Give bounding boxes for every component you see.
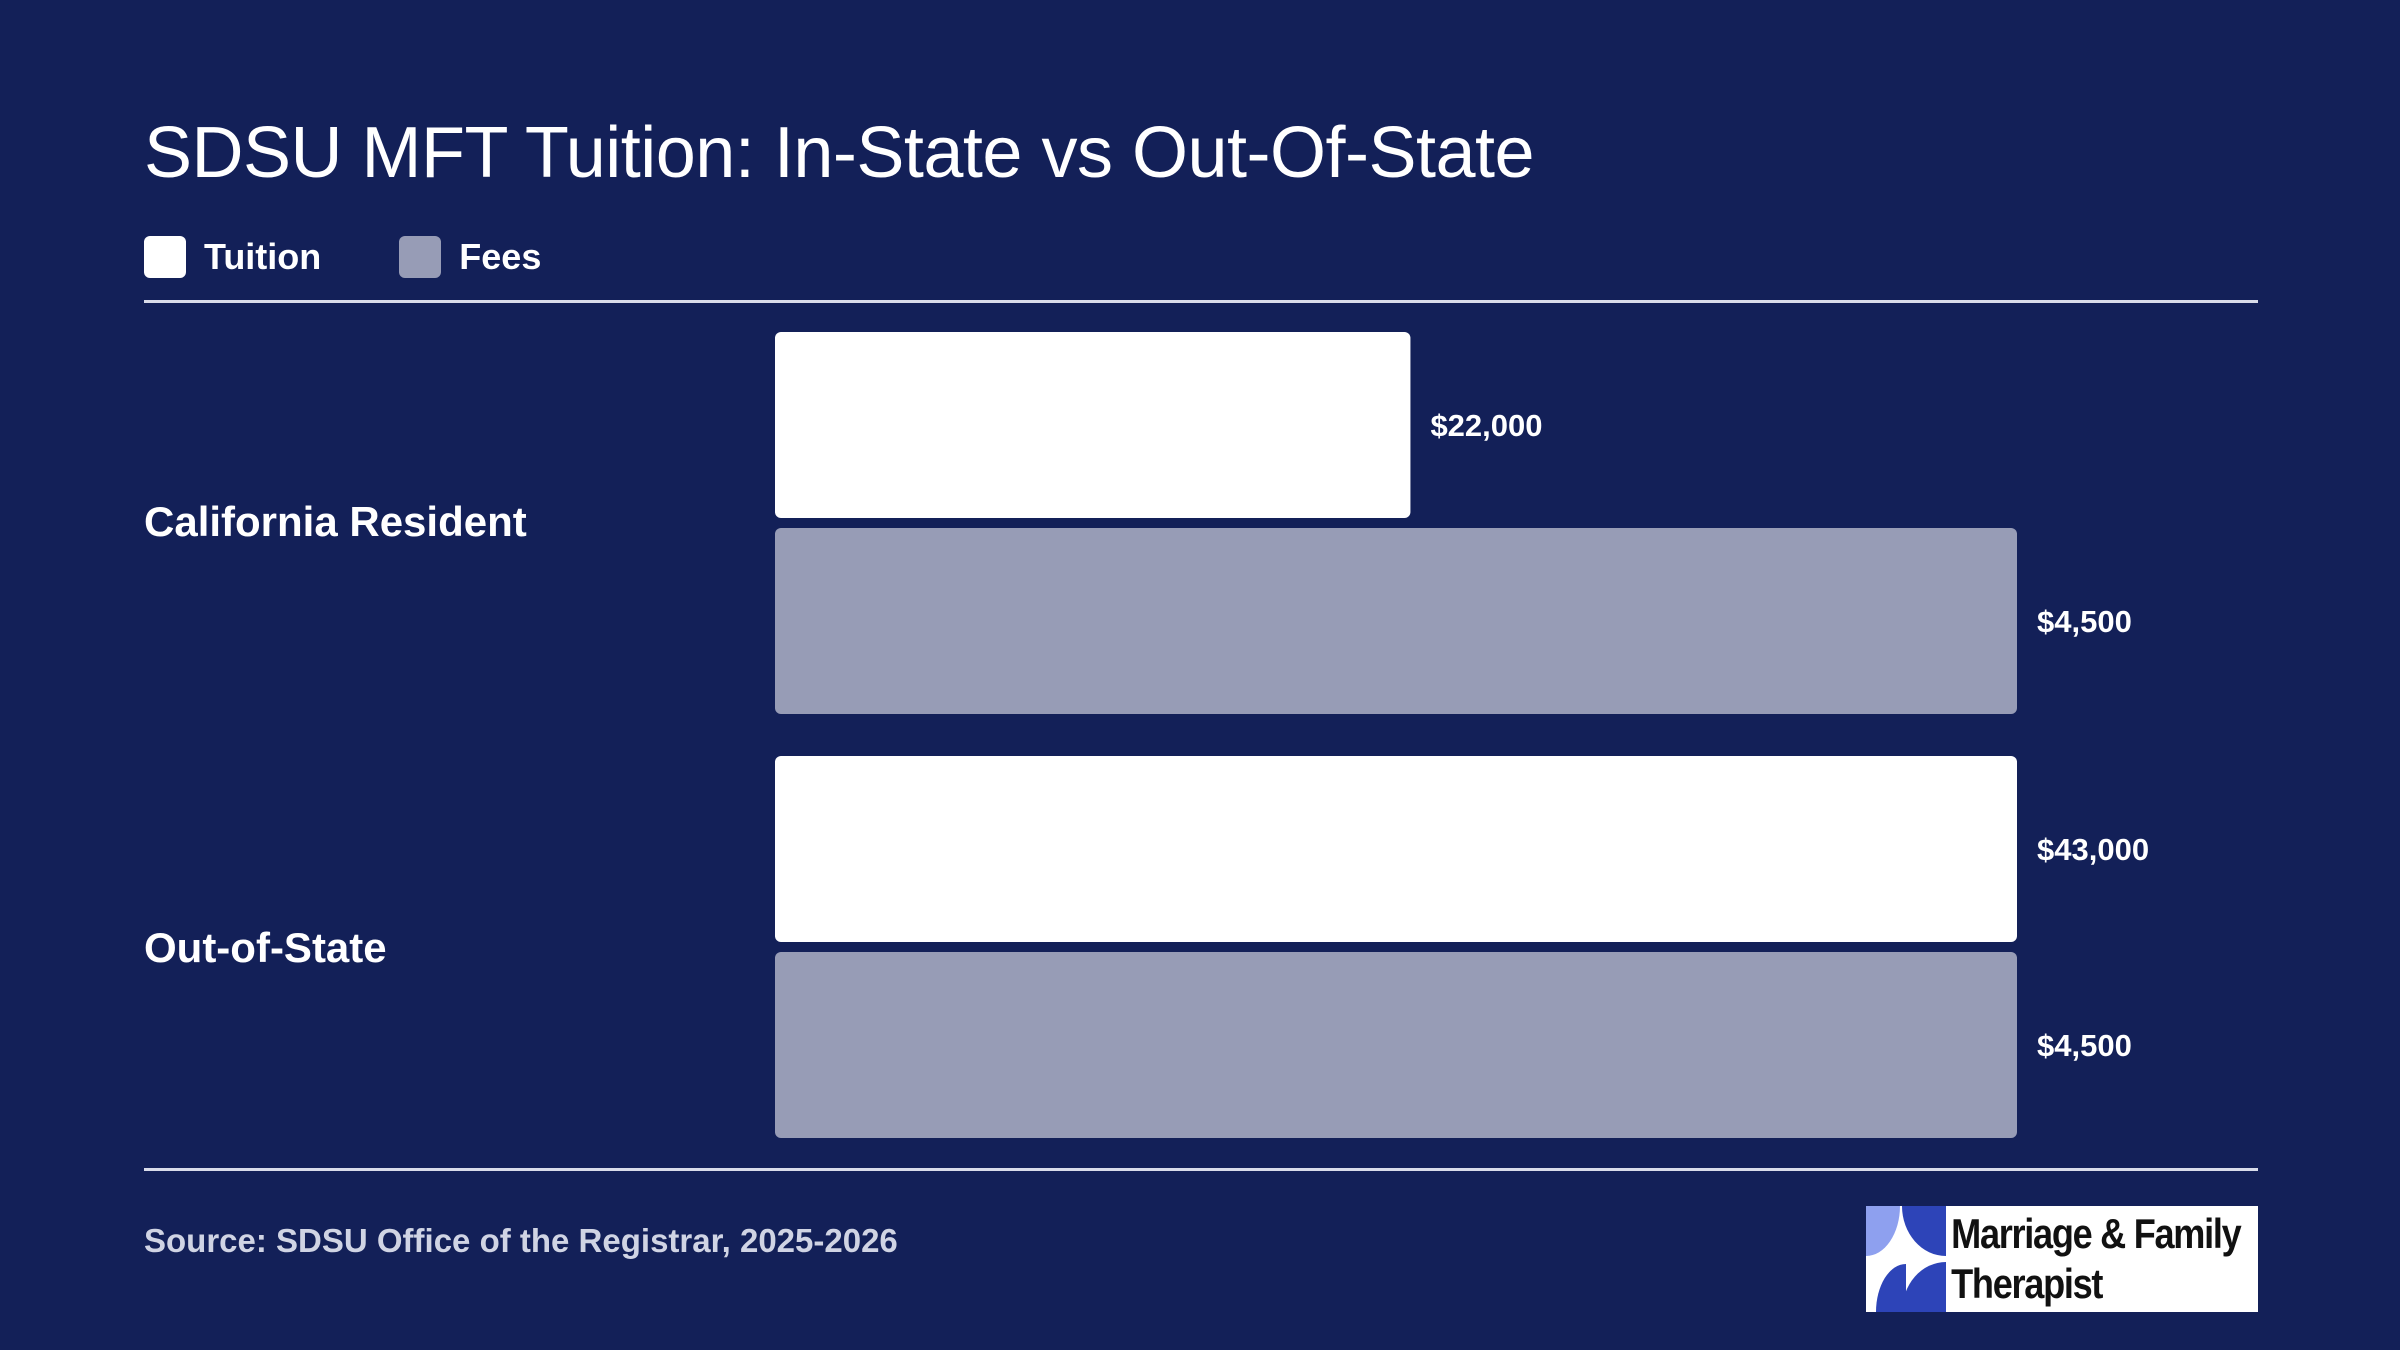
- legend-label-tuition: Tuition: [204, 236, 322, 277]
- source-note: Source: SDSU Office of the Registrar, 20…: [144, 1222, 898, 1259]
- data-label-out-of-state-tuition: $43,000: [2037, 832, 2149, 867]
- category-label-california-resident: California Resident: [144, 498, 527, 545]
- legend-item-tuition: Tuition: [144, 236, 321, 278]
- legend-label-fees: Fees: [459, 236, 542, 277]
- logo-text-line1: Marriage & Family: [1951, 1210, 2242, 1257]
- legend-swatch-tuition: [144, 236, 186, 278]
- legend: Tuition Fees: [144, 236, 619, 278]
- category-label-out-of-state: Out-of-State: [144, 924, 387, 971]
- bar-california-resident-tuition: [775, 332, 1411, 518]
- bottom-divider: [144, 1168, 2258, 1171]
- data-label-california-resident-tuition: $22,000: [1430, 408, 1542, 443]
- data-label-california-resident-fees: $4,500: [2037, 604, 2132, 639]
- chart-title: SDSU MFT Tuition: In-State vs Out-Of-Sta…: [144, 113, 1535, 193]
- data-label-out-of-state-fees: $4,500: [2037, 1028, 2132, 1063]
- bar-out-of-state-tuition: [775, 756, 2017, 942]
- logo-mark-icon: [1866, 1206, 1946, 1312]
- legend-swatch-fees: [399, 236, 442, 278]
- bar-california-resident-fees: [775, 528, 2017, 714]
- legend-item-fees: Fees: [399, 236, 541, 278]
- logo-text-line2: Therapist: [1951, 1260, 2103, 1307]
- top-divider: [144, 300, 2258, 303]
- brand-logo: Marriage & Family Therapist: [1866, 1206, 2258, 1312]
- bar-out-of-state-fees: [775, 952, 2017, 1138]
